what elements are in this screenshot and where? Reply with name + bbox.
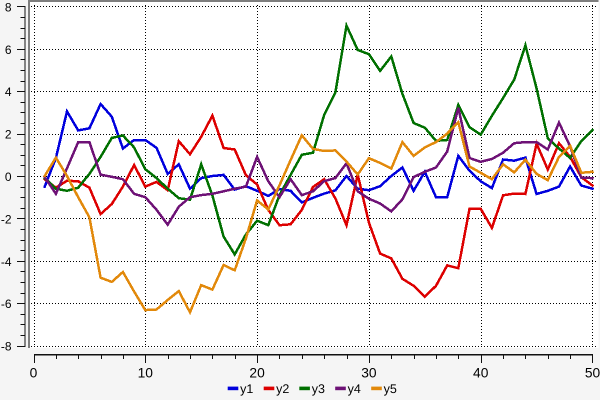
svg-text:y4: y4 [348, 382, 361, 396]
svg-text:50: 50 [585, 366, 600, 381]
svg-text:0: 0 [5, 170, 12, 184]
svg-text:y1: y1 [240, 382, 253, 396]
svg-text:0: 0 [30, 366, 38, 381]
svg-text:30: 30 [361, 366, 377, 381]
svg-text:10: 10 [138, 366, 154, 381]
svg-text:-4: -4 [1, 255, 12, 269]
svg-text:4: 4 [5, 85, 12, 99]
svg-text:y3: y3 [312, 382, 325, 396]
svg-text:-6: -6 [1, 297, 12, 311]
svg-text:y5: y5 [384, 382, 397, 396]
svg-text:8: 8 [5, 1, 12, 15]
svg-text:y2: y2 [276, 382, 289, 396]
svg-text:40: 40 [473, 366, 489, 381]
svg-text:-2: -2 [1, 212, 12, 226]
svg-text:20: 20 [249, 366, 265, 381]
svg-text:-8: -8 [1, 340, 12, 354]
svg-text:2: 2 [5, 128, 12, 142]
svg-text:6: 6 [5, 43, 12, 57]
